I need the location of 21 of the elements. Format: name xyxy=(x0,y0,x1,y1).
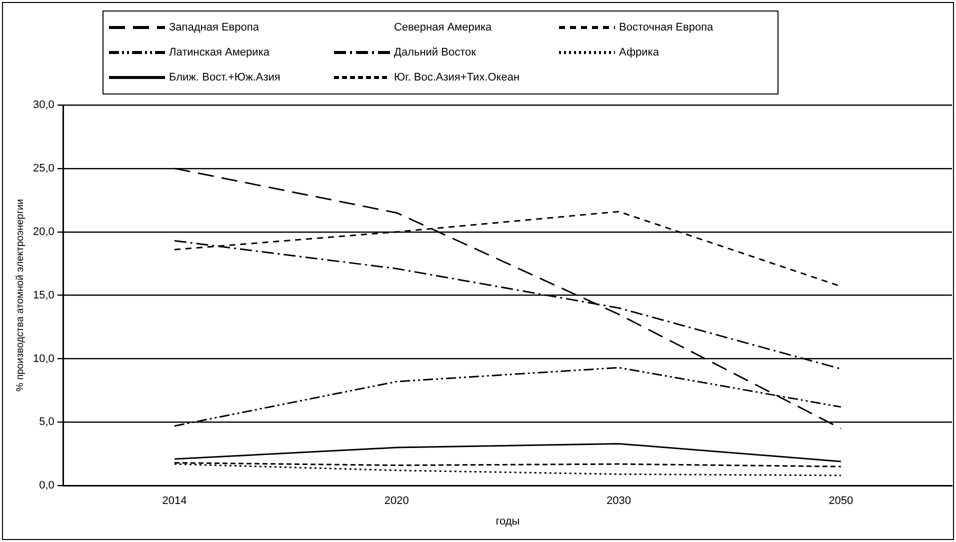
x-tick-label: 2014 xyxy=(162,495,187,508)
y-tick-label: 10,0 xyxy=(32,352,54,365)
text: Северная Америка xyxy=(394,22,493,34)
y-tick-label: 0,0 xyxy=(39,480,54,492)
legend-label: Африка xyxy=(619,46,660,59)
legend-label: Западная Европа xyxy=(169,22,260,34)
x-axis-title: годы xyxy=(496,515,520,528)
y-tick-label: 30,0 xyxy=(32,99,54,112)
y-tick-label: 15,0 xyxy=(32,289,54,302)
legend-label: Латинская Америка xyxy=(169,46,270,59)
y-tick-label: 5,0 xyxy=(39,416,54,428)
legend-label: Восточная Европа xyxy=(619,22,714,34)
y-tick-label: 25,0 xyxy=(32,162,54,174)
x-tick-label: 2030 xyxy=(606,495,632,508)
x-tick-label: 2020 xyxy=(384,495,409,508)
y-axis-title: % производства атомной электроэнергии xyxy=(14,198,26,392)
legend-label: Ближ. Вост.+Юж.Азия xyxy=(169,72,280,84)
legend-label: Юг. Вос.Азия+Тих.Океан xyxy=(394,72,520,84)
x-tick-label: 2050 xyxy=(828,495,854,508)
legend-label: Дальний Восток xyxy=(394,46,476,59)
y-tick-label: 20,0 xyxy=(32,226,54,238)
